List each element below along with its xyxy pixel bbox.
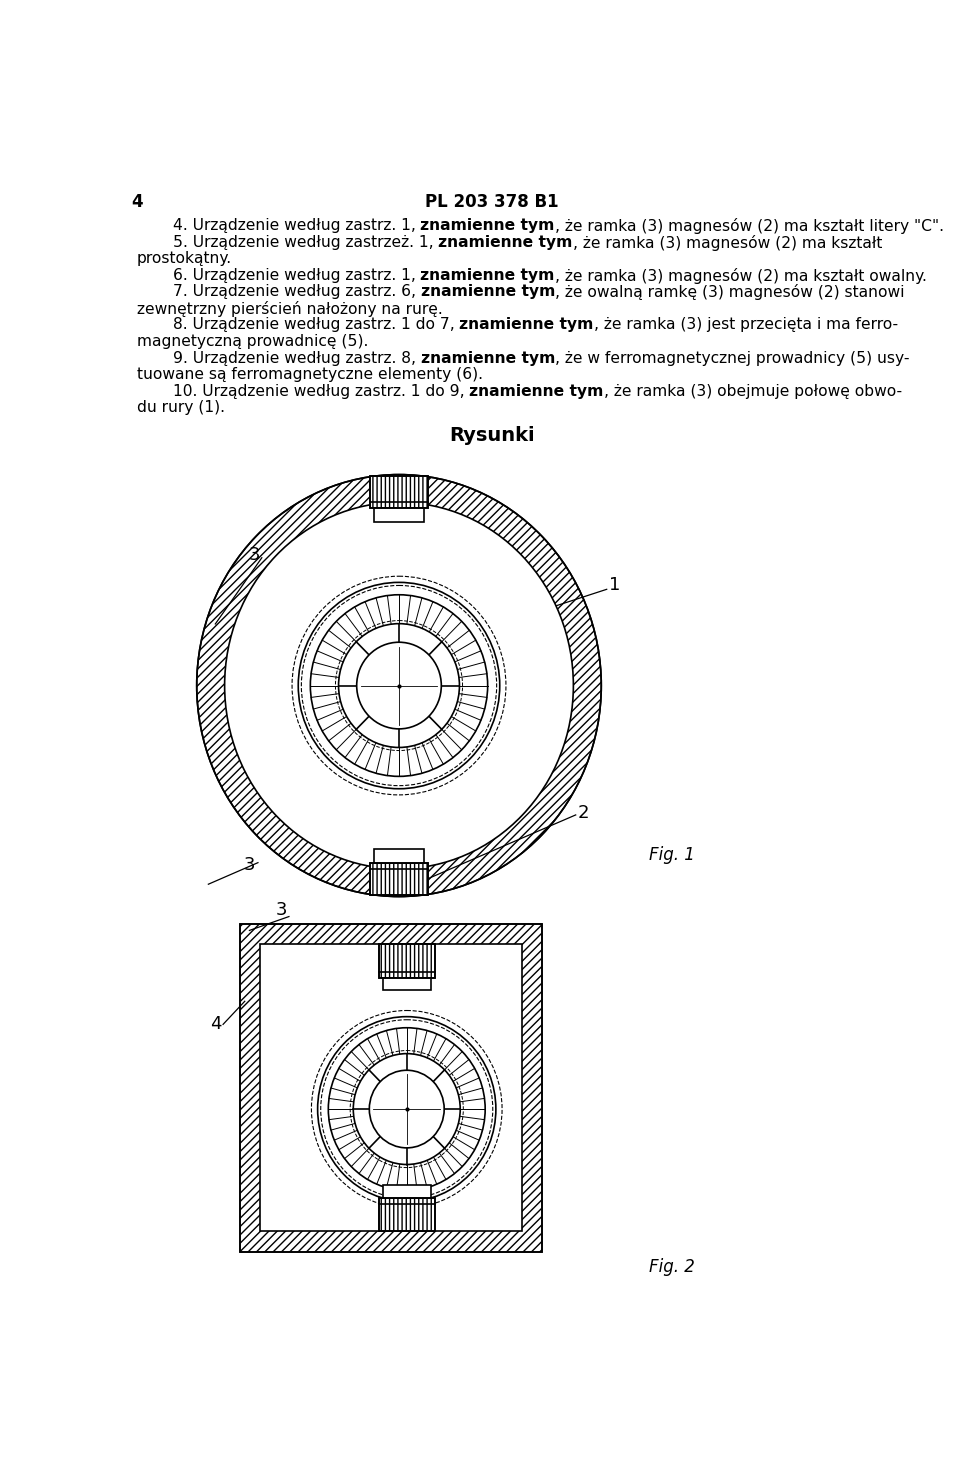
Text: 2: 2 <box>578 804 589 822</box>
Text: , że ramka (3) magnesów (2) ma kształt: , że ramka (3) magnesów (2) ma kształt <box>572 235 882 251</box>
Text: 6. Urządzenie według zastrz. 1,: 6. Urządzenie według zastrz. 1, <box>173 268 420 282</box>
Ellipse shape <box>318 1017 496 1202</box>
Text: , że owalną ramkę (3) magnesów (2) stanowi: , że owalną ramkę (3) magnesów (2) stano… <box>555 284 904 300</box>
Text: du rury (1).: du rury (1). <box>137 401 225 415</box>
Bar <box>379 1197 435 1231</box>
Text: 10. Urządzenie według zastrz. 1 do 9,: 10. Urządzenie według zastrz. 1 do 9, <box>173 384 469 399</box>
Text: , że ramka (3) obejmuje połowę obwo-: , że ramka (3) obejmuje połowę obwo- <box>604 384 901 399</box>
Text: , że ramka (3) jest przecięta i ma ferro-: , że ramka (3) jest przecięta i ma ferro… <box>593 318 898 333</box>
Bar <box>374 508 423 522</box>
Text: 3: 3 <box>276 902 287 919</box>
Bar <box>374 848 423 863</box>
Ellipse shape <box>357 643 442 729</box>
Text: 1: 1 <box>609 576 620 594</box>
Text: znamienne tym: znamienne tym <box>438 235 572 250</box>
Text: znamienne tym: znamienne tym <box>420 284 555 300</box>
Bar <box>379 944 435 978</box>
Bar <box>240 924 542 1252</box>
Text: znamienne tym: znamienne tym <box>469 384 604 399</box>
Text: znamienne tym: znamienne tym <box>420 350 555 365</box>
Text: znamienne tym: znamienne tym <box>420 268 555 282</box>
Text: Fig. 2: Fig. 2 <box>649 1258 694 1276</box>
Bar <box>383 978 431 990</box>
Ellipse shape <box>197 474 601 897</box>
Bar <box>370 863 428 896</box>
Text: , że ramka (3) magnesów (2) ma kształt litery "C".: , że ramka (3) magnesów (2) ma kształt l… <box>555 219 944 234</box>
Bar <box>370 863 428 896</box>
Text: 7. Urządzenie według zastrz. 6,: 7. Urządzenie według zastrz. 6, <box>173 284 420 300</box>
Ellipse shape <box>225 503 573 869</box>
Text: 9. Urządzenie według zastrz. 8,: 9. Urządzenie według zastrz. 8, <box>173 350 420 365</box>
Ellipse shape <box>370 1070 444 1148</box>
Text: 4: 4 <box>132 192 143 211</box>
Text: , że ramka (3) magnesów (2) ma kształt owalny.: , że ramka (3) magnesów (2) ma kształt o… <box>555 268 926 284</box>
Bar <box>370 476 428 508</box>
Text: Rysunki: Rysunki <box>449 426 535 445</box>
Text: Fig. 1: Fig. 1 <box>649 845 694 865</box>
Text: tuowane są ferromagnetyczne elementy (6).: tuowane są ferromagnetyczne elementy (6)… <box>137 367 483 383</box>
Text: magnetyczną prowadnicę (5).: magnetyczną prowadnicę (5). <box>137 334 369 349</box>
Bar <box>379 1197 435 1231</box>
Text: 4: 4 <box>209 1015 221 1033</box>
Bar <box>370 476 428 508</box>
Ellipse shape <box>339 624 460 748</box>
Text: , że w ferromagnetycznej prowadnicy (5) usy-: , że w ferromagnetycznej prowadnicy (5) … <box>555 350 909 365</box>
Text: znamienne tym: znamienne tym <box>459 318 593 333</box>
Text: PL 203 378 B1: PL 203 378 B1 <box>425 192 559 211</box>
Text: 5. Urządzenie według zastrzeż. 1,: 5. Urządzenie według zastrzeż. 1, <box>173 235 438 250</box>
Text: zewnętrzny pierścień nałożony na rurę.: zewnętrzny pierścień nałożony na rurę. <box>137 302 443 316</box>
Text: prostokątny.: prostokątny. <box>137 251 232 266</box>
Bar <box>383 1185 431 1197</box>
Text: znamienne tym: znamienne tym <box>420 219 555 234</box>
Ellipse shape <box>299 582 500 789</box>
Ellipse shape <box>353 1054 460 1165</box>
Ellipse shape <box>328 1027 485 1190</box>
Text: 3: 3 <box>244 856 255 873</box>
Bar <box>240 924 542 1252</box>
Ellipse shape <box>310 594 488 776</box>
Text: 4. Urządzenie według zastrz. 1,: 4. Urządzenie według zastrz. 1, <box>173 219 420 234</box>
Text: 8. Urządzenie według zastrz. 1 do 7,: 8. Urządzenie według zastrz. 1 do 7, <box>173 318 459 333</box>
Text: 3: 3 <box>249 545 260 563</box>
Bar <box>379 944 435 978</box>
Bar <box>260 944 522 1231</box>
